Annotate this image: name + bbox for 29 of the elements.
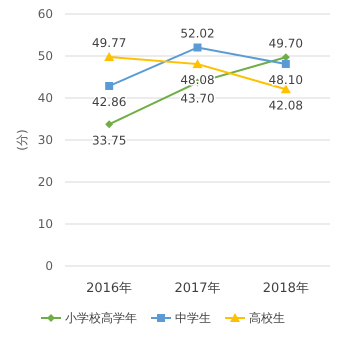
legend-label: 高校生 — [249, 311, 285, 325]
y-axis-title: (分) — [15, 129, 29, 151]
data-label: 33.75 — [92, 133, 126, 148]
data-label: 52.02 — [180, 26, 215, 41]
y-tick-label: 60 — [38, 7, 53, 21]
x-tick-label: 2016年 — [86, 281, 132, 296]
y-tick-label: 30 — [38, 133, 53, 147]
data-label: 49.77 — [92, 36, 126, 50]
data-label: 48.10 — [268, 72, 304, 87]
y-tick-label: 10 — [38, 217, 53, 231]
y-tick-label: 20 — [38, 175, 53, 189]
point — [192, 59, 202, 68]
point — [280, 84, 291, 94]
point — [194, 44, 202, 52]
point — [105, 120, 114, 128]
legend-label: 中学生 — [175, 311, 211, 325]
data-label: 42.08 — [268, 98, 304, 112]
y-tick-label: 40 — [38, 91, 53, 105]
point — [282, 60, 290, 68]
point — [104, 52, 114, 61]
x-tick-label: 2018年 — [262, 281, 309, 296]
data-label: 49.70 — [268, 36, 304, 50]
point — [105, 82, 114, 90]
legend-label: 小学校高学年 — [65, 311, 137, 325]
y-tick-label: 50 — [38, 49, 53, 63]
y-tick-label: 0 — [45, 259, 53, 273]
data-label: 42.86 — [92, 94, 126, 109]
x-tick-label: 2017年 — [174, 281, 221, 296]
data-label: 43.70 — [180, 91, 215, 106]
